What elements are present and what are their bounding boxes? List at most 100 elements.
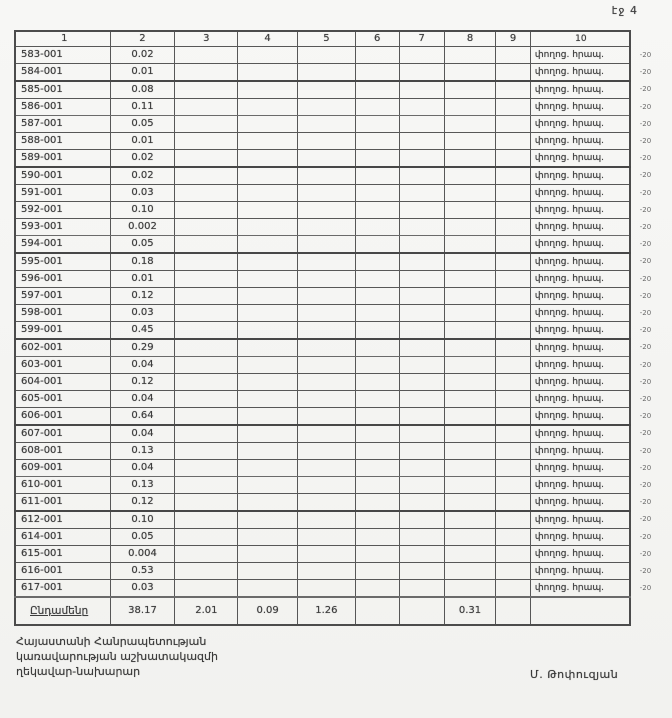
land-use-note-cell: փողոց. հրապ. — [529, 321, 631, 340]
land-use-note-cell: փողոց. հրապ. — [529, 356, 631, 374]
empty-cell — [237, 321, 298, 340]
empty-cell — [443, 510, 497, 529]
empty-cell — [398, 218, 445, 236]
empty-cell — [296, 424, 356, 443]
land-use-note-cell: փողոց. հրապ. — [529, 270, 631, 288]
empty-cell — [398, 115, 445, 133]
margin-note: -20 — [639, 171, 652, 180]
empty-cell — [174, 442, 239, 460]
empty-cell — [495, 218, 531, 236]
area-value-cell: 0.13 — [109, 442, 176, 460]
area-value-cell: 0.18 — [109, 252, 176, 271]
margin-note: -20 — [639, 153, 652, 162]
empty-cell — [495, 442, 531, 460]
empty-cell — [174, 424, 239, 443]
empty-cell — [237, 545, 298, 563]
land-use-note-cell: փողոց. հրապ. — [529, 184, 631, 202]
area-value-cell: 0.10 — [109, 510, 176, 529]
margin-note: -20 — [639, 532, 652, 541]
empty-cell — [443, 98, 497, 116]
area-value-cell: 0.10 — [109, 201, 176, 219]
totals-row: Ընդամենը 38.17 2.01 0.09 1.26 0.31 — [13, 596, 671, 626]
empty-cell — [354, 270, 400, 288]
margin-note: -20 — [639, 239, 652, 248]
empty-cell — [443, 493, 497, 512]
empty-cell — [495, 424, 531, 443]
land-use-note-cell: փողոց. հրապ. — [529, 407, 631, 426]
column-header: 5 — [296, 30, 356, 47]
margin-note: -20 — [639, 291, 652, 300]
empty-cell — [237, 80, 298, 99]
empty-cell — [237, 252, 298, 271]
empty-cell — [296, 493, 356, 512]
table-row: 587-001 0.05 փողոց. հրապ. -20 — [13, 115, 671, 133]
empty-cell — [443, 218, 497, 236]
empty-cell — [398, 80, 445, 99]
column-header: 7 — [398, 30, 445, 47]
parcel-code-cell: 597-001 — [13, 287, 111, 305]
empty-cell — [237, 149, 298, 168]
empty-cell — [296, 579, 356, 598]
empty-cell — [443, 390, 497, 408]
empty-cell — [296, 166, 356, 185]
empty-cell — [443, 304, 497, 322]
empty-cell — [398, 166, 445, 185]
area-value-cell: 0.29 — [109, 338, 176, 357]
margin-note — [630, 597, 671, 625]
area-value-cell: 0.004 — [109, 545, 176, 563]
parcel-code-cell: 608-001 — [13, 442, 111, 460]
table-row: 606-001 0.64 փողոց. հրապ. -20 — [13, 407, 671, 426]
table-row: 589-001 0.02 փողոց. հրապ. -20 — [13, 149, 671, 168]
parcel-code-cell: 616-001 — [13, 562, 111, 580]
empty-cell — [237, 528, 298, 546]
empty-cell — [495, 132, 531, 150]
empty-cell — [495, 579, 531, 598]
empty-cell — [495, 545, 531, 563]
empty-cell — [354, 510, 400, 529]
area-value-cell: 0.01 — [109, 270, 176, 288]
empty-cell — [237, 442, 298, 460]
parcel-code-cell: 586-001 — [13, 98, 111, 116]
parcel-code-cell: 605-001 — [13, 390, 111, 408]
empty-cell — [237, 579, 298, 598]
empty-cell — [174, 166, 239, 185]
empty-cell — [296, 235, 356, 254]
empty-cell — [237, 407, 298, 426]
issuer-line: ղեկավար-նախարար — [16, 665, 141, 678]
empty-cell — [398, 562, 445, 580]
empty-cell — [296, 184, 356, 202]
empty-cell — [237, 46, 298, 64]
table-totals-row: Ընդամենը 38.17 2.01 0.09 1.26 0.31 — [13, 596, 671, 626]
empty-cell — [398, 476, 445, 494]
empty-cell — [354, 287, 400, 305]
totals-label: Ընդամենը — [13, 596, 111, 626]
empty-cell — [398, 579, 445, 598]
area-value-cell: 0.08 — [109, 80, 176, 99]
empty-cell — [354, 184, 400, 202]
empty-cell — [443, 407, 497, 426]
empty-cell — [443, 528, 497, 546]
land-use-note-cell: փողոց. հրապ. — [529, 459, 631, 477]
area-value-cell: 0.02 — [109, 46, 176, 64]
empty-cell — [398, 235, 445, 254]
margin-note: -20 — [639, 497, 652, 506]
empty-cell — [174, 510, 239, 529]
empty-cell — [443, 579, 497, 598]
empty-cell — [237, 98, 298, 116]
empty-cell — [495, 80, 531, 99]
land-use-note-cell: փողոց. հրապ. — [529, 98, 631, 116]
margin-note: -20 — [639, 119, 652, 128]
area-value-cell: 0.12 — [109, 493, 176, 512]
empty-cell — [443, 184, 497, 202]
empty-cell — [495, 459, 531, 477]
signature-name: Մ. Թոփուզյան — [530, 668, 619, 681]
empty-cell — [174, 579, 239, 598]
empty-cell — [495, 528, 531, 546]
margin-note: -20 — [639, 377, 652, 386]
empty-cell — [398, 528, 445, 546]
empty-cell — [495, 270, 531, 288]
empty-cell — [354, 476, 400, 494]
table-row: 604-001 0.12 փողոց. հրապ. -20 — [13, 373, 671, 391]
table-row: 616-001 0.53 փողոց. հրապ. -20 — [13, 562, 671, 580]
empty-cell — [174, 132, 239, 150]
